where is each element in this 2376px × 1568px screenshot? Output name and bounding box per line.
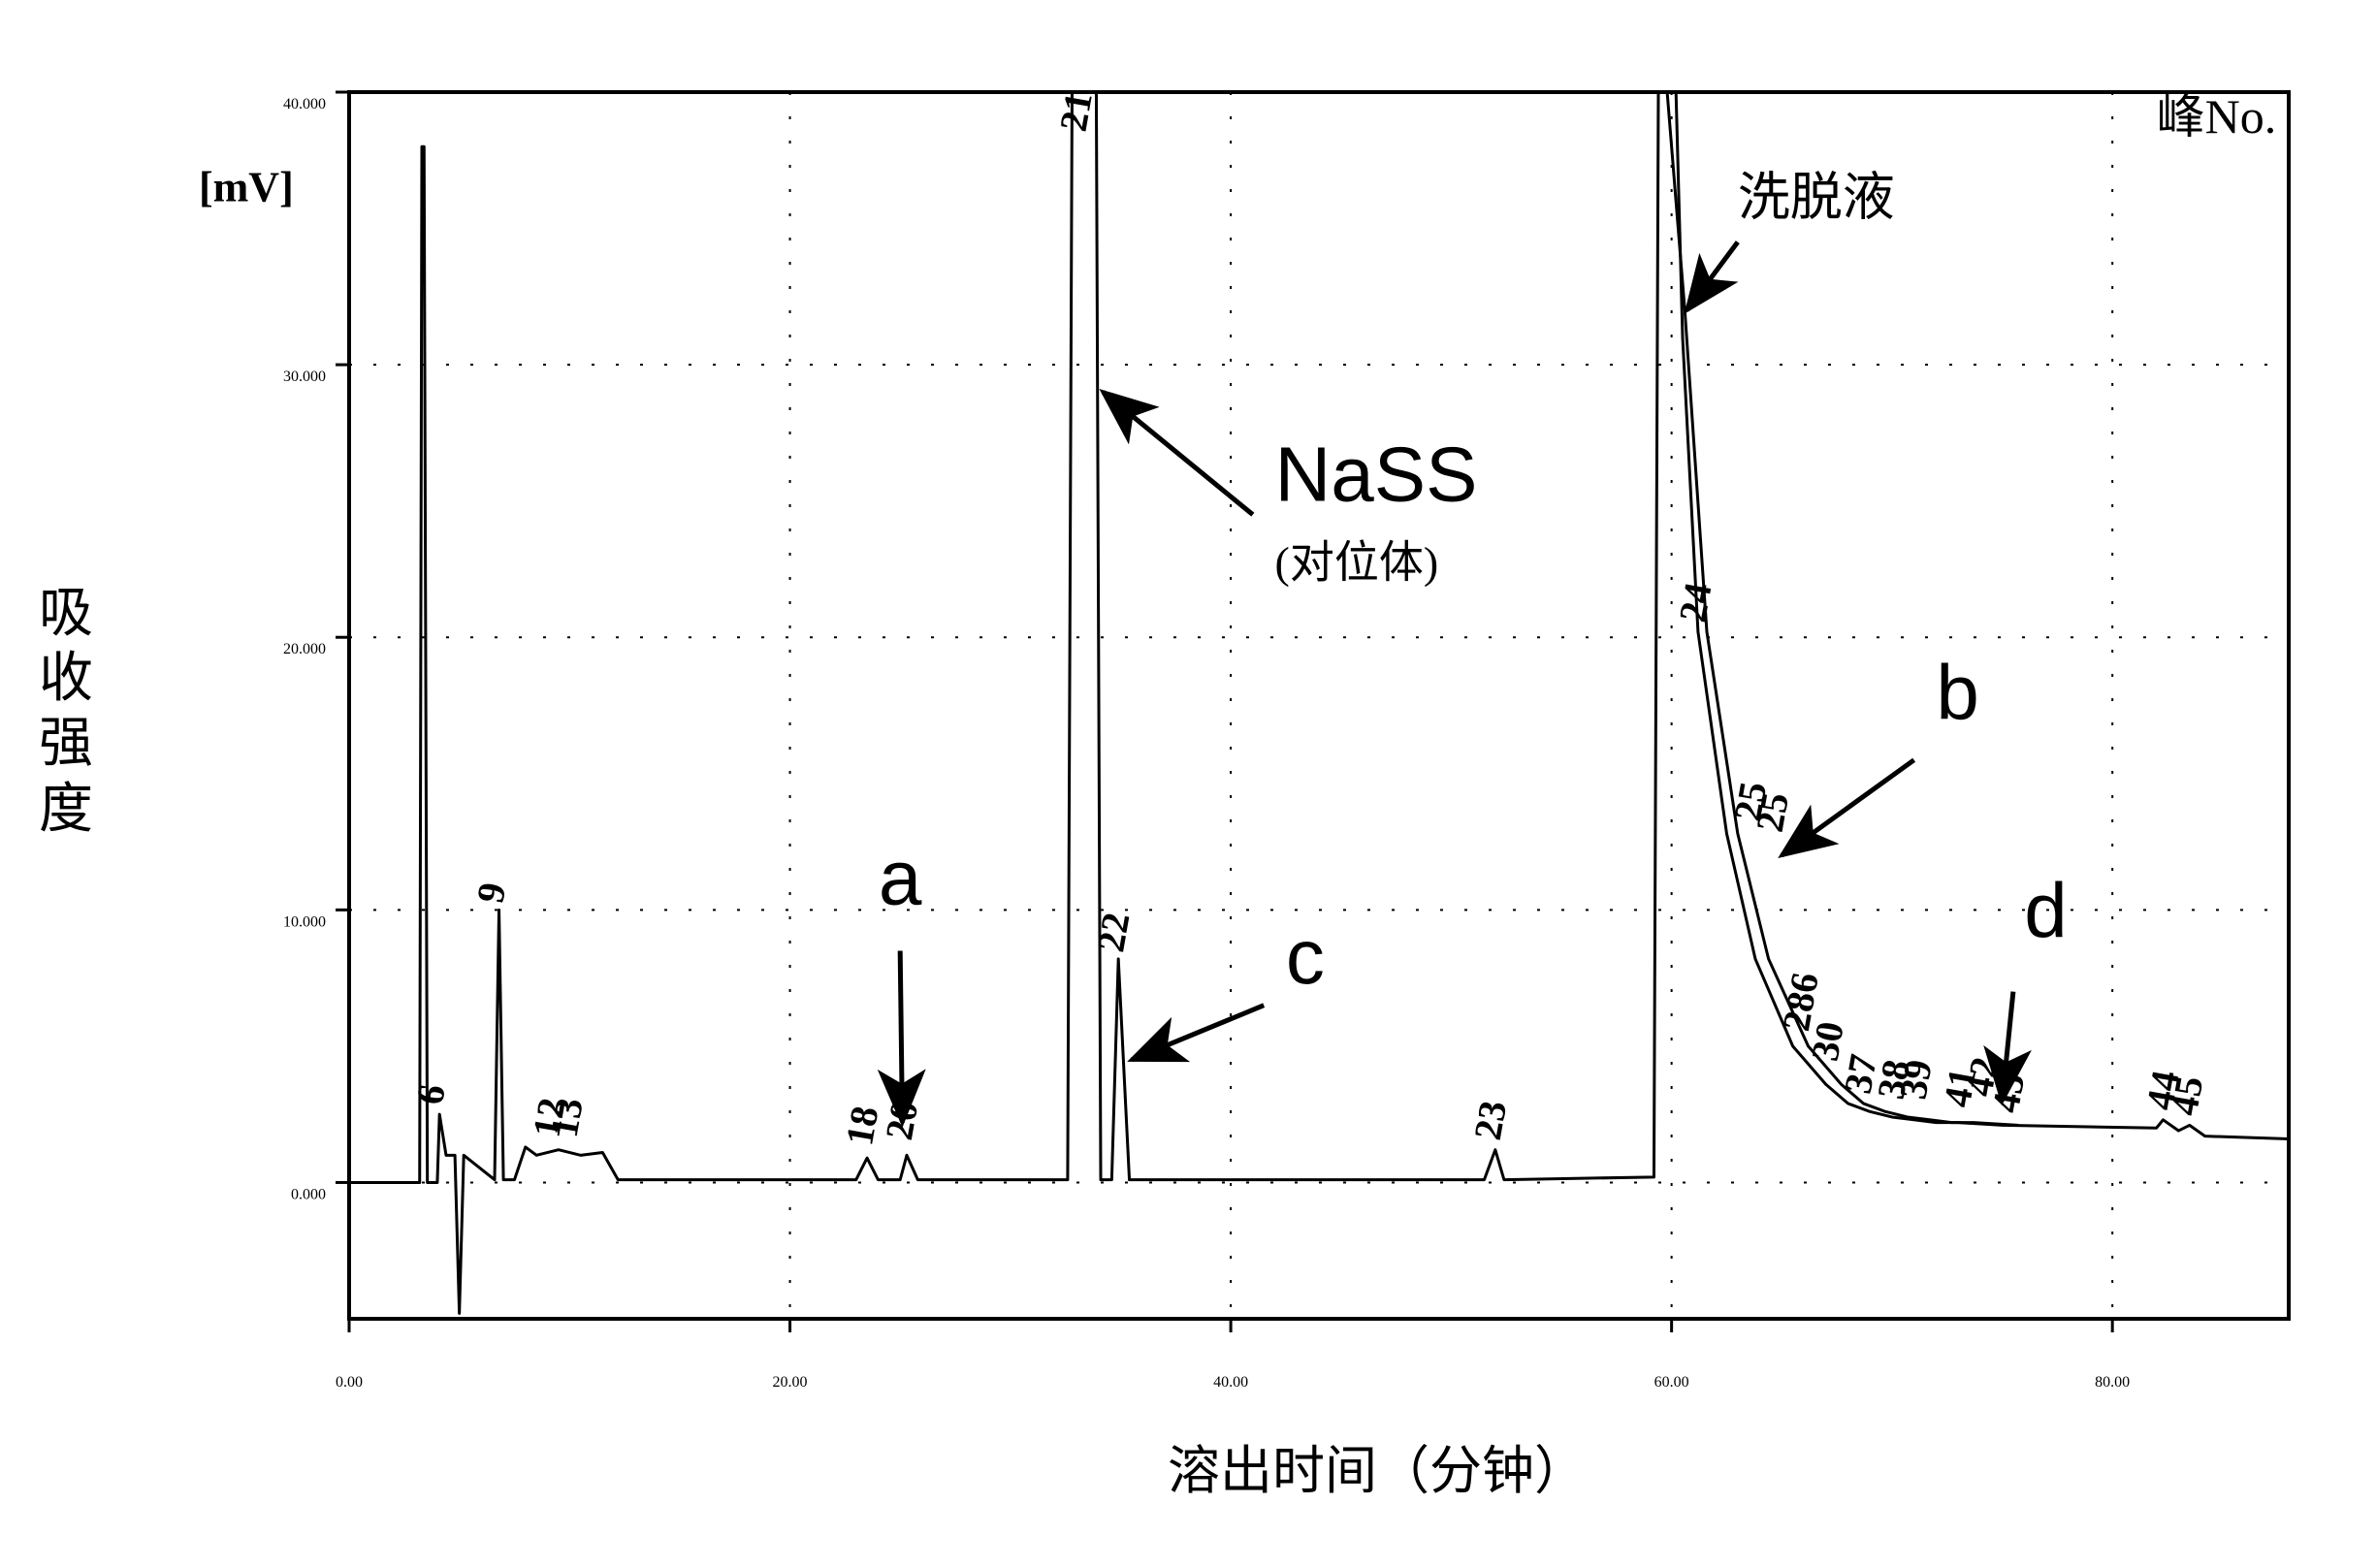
- peak-number: 45: [2162, 1072, 2211, 1118]
- peak-number: 25: [1748, 789, 1797, 835]
- annotation-text: (对位体): [1275, 537, 1439, 587]
- x-tick-label: 80.00: [2095, 1374, 2130, 1391]
- legend-text: 峰No.: [2157, 89, 2277, 144]
- x-tick-label: 0.00: [336, 1374, 363, 1391]
- annotation-arrow: [1132, 1006, 1264, 1060]
- y-axis-label: 吸 收 强 度: [39, 582, 93, 843]
- peak-number: 23: [1465, 1098, 1515, 1143]
- annotation-text: a: [879, 835, 922, 921]
- x-tick-label: 60.00: [1654, 1374, 1689, 1391]
- annotation-arrow: [1782, 760, 1913, 855]
- peak-number: 13: [542, 1095, 592, 1140]
- peak-number: 43: [1983, 1071, 2033, 1116]
- x-tick-label: 20.00: [773, 1374, 808, 1391]
- peak-number: 39: [1891, 1056, 1941, 1102]
- x-tick-label: 40.00: [1213, 1374, 1248, 1391]
- peak-number: 22: [1088, 910, 1138, 955]
- annotation-text: 洗脱液: [1738, 169, 1895, 227]
- y-unit: [mV]: [199, 163, 294, 210]
- peak-number: 24: [1670, 580, 1719, 625]
- x-axis-label: 溶出时间（分钟）: [1168, 1442, 1587, 1500]
- annotation-arrow: [900, 951, 902, 1123]
- annotation-arrow: [1103, 392, 1253, 515]
- y-tick-label: 20.000: [283, 641, 326, 657]
- annotation-text: c: [1286, 913, 1325, 1000]
- annotation-arrow: [1687, 242, 1738, 310]
- y-tick-label: 0.000: [291, 1186, 326, 1202]
- peak-number: 9: [468, 880, 515, 907]
- y-tick-label: 10.000: [283, 913, 326, 930]
- chromatogram-plot: 0.000 10.000 20.000 30.000 40.000 [mV] 0.00 20.…: [175, 39, 2328, 1532]
- y-tick-label: 40.000: [283, 96, 326, 112]
- annotation-text: d: [2024, 867, 2068, 953]
- annotation-text: b: [1936, 650, 1979, 736]
- y-tick-label: 30.000: [283, 368, 326, 385]
- peak-number: 21: [1051, 89, 1101, 135]
- peak-number: 6: [407, 1081, 454, 1108]
- annotation-text: NaSS: [1275, 432, 1478, 518]
